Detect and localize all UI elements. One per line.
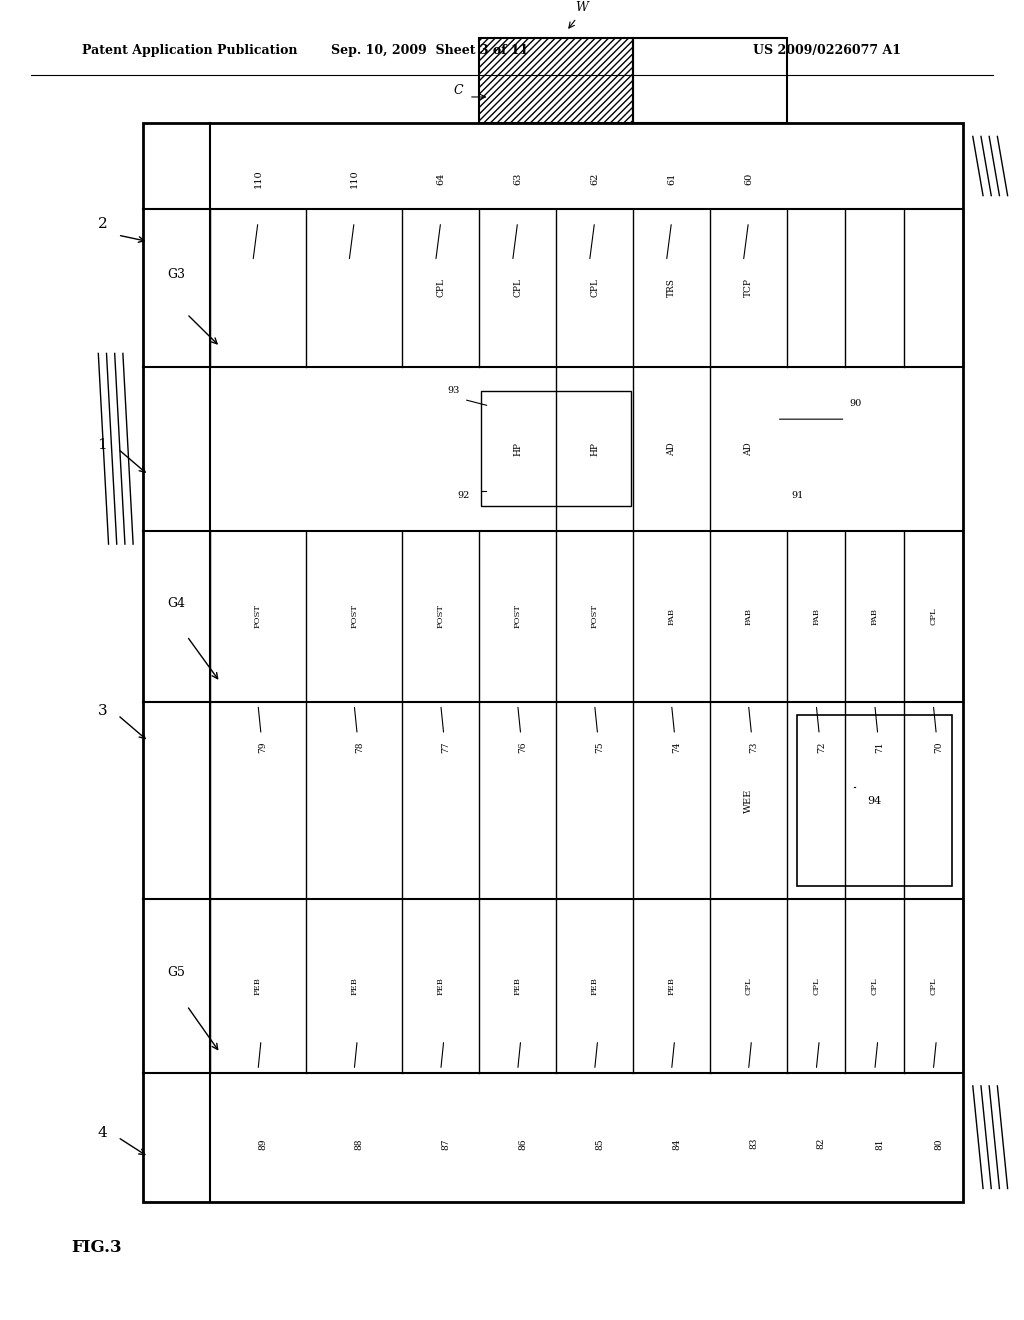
Text: HP: HP bbox=[513, 442, 522, 455]
Text: G4: G4 bbox=[168, 597, 185, 610]
Text: 79: 79 bbox=[259, 742, 267, 752]
Bar bbox=[481, 391, 631, 507]
Text: POST: POST bbox=[254, 605, 262, 628]
Text: PEB: PEB bbox=[350, 977, 358, 995]
Text: CPL: CPL bbox=[590, 279, 599, 297]
Text: PEB: PEB bbox=[436, 977, 444, 995]
Text: 86: 86 bbox=[518, 1138, 527, 1150]
Text: PEB: PEB bbox=[254, 977, 262, 995]
Text: POST: POST bbox=[514, 605, 521, 628]
Text: 64: 64 bbox=[436, 173, 445, 185]
Text: 60: 60 bbox=[744, 173, 753, 185]
Text: PAB: PAB bbox=[668, 609, 676, 624]
Text: PAB: PAB bbox=[744, 609, 753, 624]
Text: CPL: CPL bbox=[513, 279, 522, 297]
Text: C: C bbox=[454, 83, 464, 96]
Text: 84: 84 bbox=[672, 1138, 681, 1150]
Text: TRS: TRS bbox=[667, 279, 676, 297]
Text: 61: 61 bbox=[667, 173, 676, 185]
Text: 77: 77 bbox=[441, 742, 451, 752]
Text: 63: 63 bbox=[513, 173, 522, 185]
Text: 93: 93 bbox=[447, 385, 460, 395]
Text: 91: 91 bbox=[791, 491, 804, 500]
Text: FIG.3: FIG.3 bbox=[72, 1239, 122, 1257]
Text: 78: 78 bbox=[354, 742, 364, 752]
Text: HP: HP bbox=[590, 442, 599, 455]
Text: POST: POST bbox=[350, 605, 358, 628]
Text: 76: 76 bbox=[518, 742, 527, 752]
Text: 3: 3 bbox=[97, 704, 108, 718]
Text: 110: 110 bbox=[349, 170, 358, 189]
Text: 73: 73 bbox=[750, 742, 758, 752]
Text: CPL: CPL bbox=[436, 279, 445, 297]
Text: G3: G3 bbox=[168, 268, 185, 281]
Text: AD: AD bbox=[667, 442, 676, 455]
Text: 1: 1 bbox=[97, 438, 108, 451]
Text: CPL: CPL bbox=[744, 977, 753, 995]
Text: 90: 90 bbox=[850, 399, 862, 408]
Text: CPL: CPL bbox=[930, 607, 937, 626]
Text: 72: 72 bbox=[817, 742, 825, 752]
Text: 75: 75 bbox=[595, 742, 604, 752]
Bar bbox=[797, 715, 952, 886]
Text: TCP: TCP bbox=[744, 279, 753, 297]
Text: 62: 62 bbox=[590, 173, 599, 185]
Text: 4: 4 bbox=[97, 1126, 108, 1140]
Text: 83: 83 bbox=[750, 1138, 758, 1150]
Text: Sep. 10, 2009  Sheet 3 of 11: Sep. 10, 2009 Sheet 3 of 11 bbox=[332, 45, 528, 58]
Text: PEB: PEB bbox=[514, 977, 521, 995]
Text: 71: 71 bbox=[876, 742, 885, 752]
Bar bbox=[633, 38, 786, 123]
Text: 2: 2 bbox=[97, 218, 108, 231]
Bar bbox=[479, 38, 633, 123]
Text: 88: 88 bbox=[354, 1138, 364, 1150]
Text: PEB: PEB bbox=[668, 977, 676, 995]
Text: 80: 80 bbox=[934, 1138, 943, 1150]
Bar bbox=[479, 38, 633, 123]
Text: Patent Application Publication: Patent Application Publication bbox=[82, 45, 297, 58]
Text: 89: 89 bbox=[259, 1138, 267, 1150]
Text: 82: 82 bbox=[817, 1138, 825, 1150]
Text: 81: 81 bbox=[876, 1138, 885, 1150]
Text: G5: G5 bbox=[168, 966, 185, 979]
Text: POST: POST bbox=[591, 605, 599, 628]
Text: PAB: PAB bbox=[870, 609, 879, 624]
Text: W: W bbox=[575, 1, 588, 15]
Text: 110: 110 bbox=[254, 170, 262, 189]
Text: 74: 74 bbox=[672, 742, 681, 752]
Text: 85: 85 bbox=[595, 1138, 604, 1150]
Text: CPL: CPL bbox=[870, 977, 879, 995]
Text: AD: AD bbox=[744, 442, 753, 455]
Text: 70: 70 bbox=[934, 742, 943, 752]
Bar bbox=[143, 123, 963, 1201]
Text: US 2009/0226077 A1: US 2009/0226077 A1 bbox=[753, 45, 901, 58]
Text: CPL: CPL bbox=[930, 977, 937, 995]
Text: WEE: WEE bbox=[744, 788, 753, 813]
Text: PEB: PEB bbox=[591, 977, 599, 995]
Text: PAB: PAB bbox=[812, 609, 820, 624]
Text: CPL: CPL bbox=[812, 977, 820, 995]
Text: POST: POST bbox=[436, 605, 444, 628]
Text: 87: 87 bbox=[441, 1138, 451, 1150]
Text: 92: 92 bbox=[458, 491, 470, 500]
Text: 94: 94 bbox=[867, 796, 882, 805]
